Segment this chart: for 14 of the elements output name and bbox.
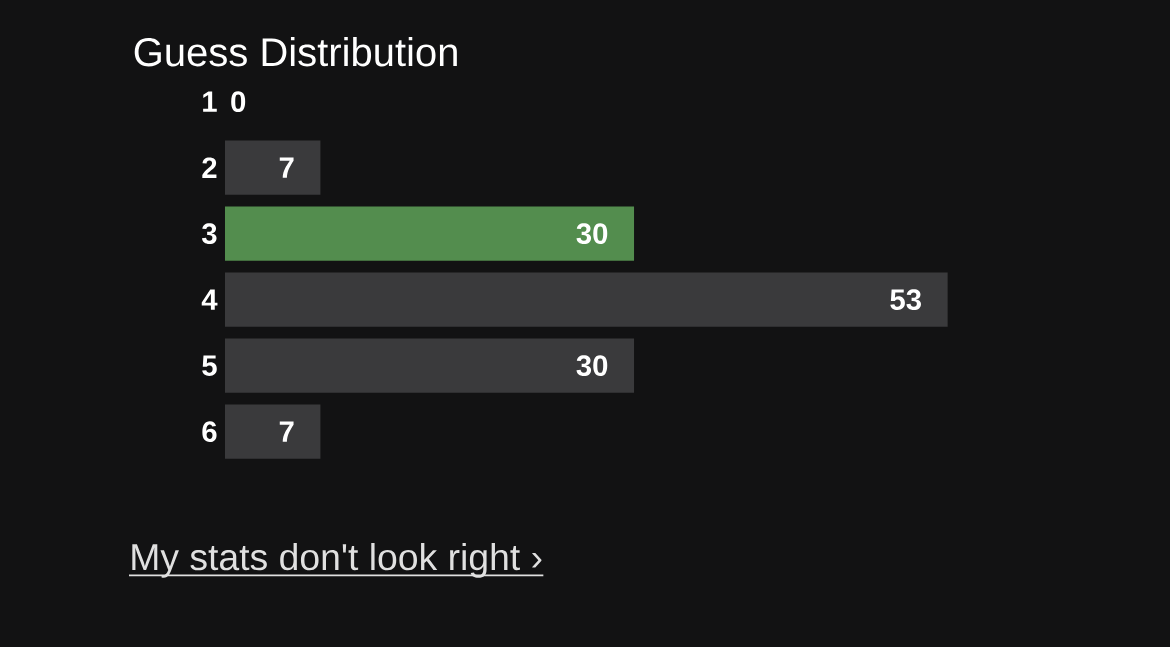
- data-label: 30: [576, 355, 608, 377]
- text: My stats don't look right ›: [132, 542, 542, 578]
- y-tick-label: 5: [202, 355, 217, 376]
- data-label: 53: [890, 289, 921, 311]
- data-label: 7: [279, 157, 294, 178]
- data-label: 7: [279, 421, 294, 442]
- chart-title: Guess Distribution: [134, 37, 457, 67]
- y-tick-label: 1: [203, 91, 217, 112]
- y-tick-label: 2: [202, 157, 217, 178]
- y-tick-label: 3: [201, 223, 217, 245]
- y-tick-label: 4: [201, 289, 218, 310]
- data-label: 30: [576, 223, 608, 245]
- y-tick-label: 6: [202, 421, 217, 443]
- data-label: 0: [231, 91, 246, 113]
